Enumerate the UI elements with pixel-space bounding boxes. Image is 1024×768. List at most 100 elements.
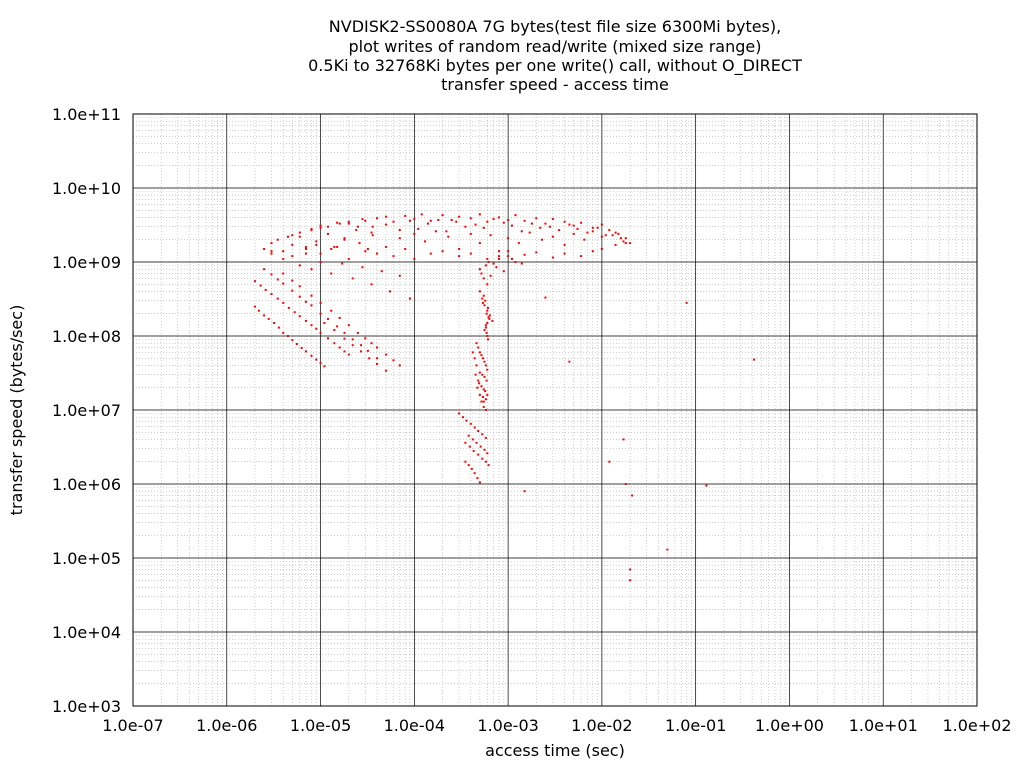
data-point <box>464 460 467 463</box>
data-point <box>263 268 266 271</box>
data-point <box>458 248 461 250</box>
data-point <box>535 251 538 254</box>
data-point <box>360 344 362 347</box>
data-point <box>477 379 480 382</box>
data-point <box>624 483 627 485</box>
data-point <box>485 379 488 382</box>
data-point <box>488 314 491 317</box>
data-point <box>551 256 554 259</box>
data-point <box>385 223 388 226</box>
data-point <box>511 224 513 227</box>
data-point <box>492 262 495 265</box>
data-point <box>478 290 481 293</box>
data-point <box>520 230 523 233</box>
data-point <box>480 400 483 403</box>
data-point <box>483 360 486 363</box>
data-point <box>624 242 627 245</box>
data-point <box>298 295 301 298</box>
x-tick-label: 1.0e-07 <box>102 716 163 735</box>
data-point <box>392 220 395 223</box>
data-point <box>572 224 575 227</box>
data-point <box>491 319 494 322</box>
data-point <box>343 350 346 353</box>
data-point <box>437 219 440 221</box>
data-point <box>469 252 472 255</box>
data-point <box>487 338 489 341</box>
data-point <box>355 229 358 232</box>
data-point <box>478 393 481 396</box>
data-point <box>484 299 487 302</box>
chart-title-line-3: 0.5Ki to 32768Ki bytes per one write() c… <box>308 56 802 76</box>
y-tick-label: 1.0e+09 <box>52 253 121 272</box>
data-point <box>371 234 374 237</box>
data-point <box>478 382 481 385</box>
data-point <box>347 353 350 356</box>
data-point <box>476 477 479 480</box>
data-point <box>336 245 339 248</box>
plot-border <box>132 113 978 707</box>
data-point <box>409 297 411 300</box>
data-point <box>483 329 486 332</box>
data-point <box>371 225 374 228</box>
data-point <box>398 237 401 240</box>
data-point <box>486 368 489 371</box>
data-point <box>327 232 329 235</box>
data-point <box>614 231 617 234</box>
data-point <box>376 346 378 349</box>
data-point <box>486 335 489 337</box>
data-point <box>535 217 538 220</box>
data-point <box>298 235 301 238</box>
x-tick-label: 1.0e-02 <box>571 716 632 735</box>
data-point <box>483 304 486 307</box>
data-point <box>298 231 301 234</box>
data-point <box>389 290 391 293</box>
data-point <box>523 490 526 493</box>
data-point <box>482 400 485 403</box>
data-points <box>254 213 756 582</box>
data-point <box>445 230 448 233</box>
data-point <box>507 219 510 221</box>
data-point <box>462 416 464 419</box>
data-point <box>486 309 489 312</box>
data-point <box>502 270 505 273</box>
data-point <box>477 346 480 349</box>
data-point <box>273 322 276 324</box>
data-point <box>475 364 478 367</box>
y-tick-label: 1.0e+05 <box>52 549 121 568</box>
data-point <box>486 393 489 396</box>
data-point <box>544 296 547 299</box>
data-point <box>481 433 484 436</box>
data-point <box>404 248 407 250</box>
data-point <box>498 257 500 260</box>
data-point <box>305 248 307 250</box>
data-point <box>465 419 468 422</box>
data-point <box>327 317 329 320</box>
data-point <box>483 448 486 451</box>
data-point <box>591 226 594 229</box>
data-point <box>310 268 313 271</box>
data-point <box>305 350 307 353</box>
x-tick-label: 1.0e+02 <box>942 716 1011 735</box>
data-point <box>488 317 491 320</box>
data-point <box>392 359 395 362</box>
data-point <box>323 365 326 368</box>
data-point <box>539 226 542 229</box>
data-point <box>270 250 273 253</box>
data-point <box>481 297 484 300</box>
data-point <box>319 331 322 334</box>
data-point <box>604 234 607 237</box>
data-point <box>473 426 476 429</box>
data-point <box>298 264 301 267</box>
data-point <box>291 234 294 237</box>
x-tick-label: 1.0e-03 <box>477 716 538 735</box>
data-point <box>364 337 367 340</box>
data-point <box>470 467 473 470</box>
data-point <box>429 252 432 255</box>
data-point <box>608 229 611 232</box>
y-tick-label: 1.0e+04 <box>52 623 121 642</box>
data-point <box>511 257 513 260</box>
data-point <box>450 219 453 221</box>
data-point <box>254 305 256 308</box>
data-point <box>305 319 307 322</box>
y-tick-label: 1.0e+06 <box>52 475 121 494</box>
